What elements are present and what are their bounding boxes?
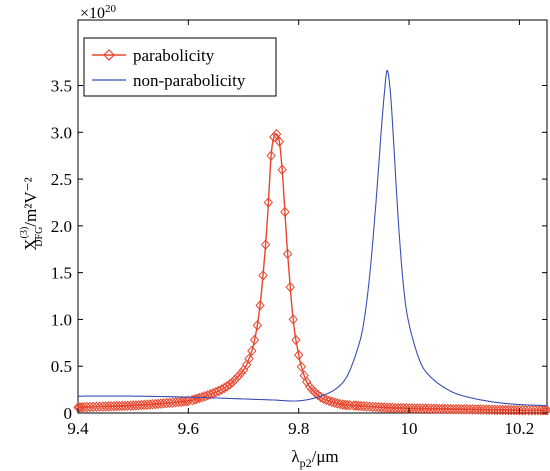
data-point — [271, 128, 282, 140]
data-point — [329, 397, 340, 408]
legend-label-non-parabolicity: non-parabolicity — [133, 71, 246, 90]
data-point — [274, 136, 285, 147]
data-point — [364, 401, 375, 412]
x-tick-label: 9.8 — [288, 419, 309, 438]
data-point — [197, 391, 207, 403]
data-point — [230, 374, 241, 385]
data-point — [520, 404, 531, 416]
data-point — [294, 349, 304, 361]
data-point — [244, 353, 254, 364]
data-point — [91, 401, 102, 413]
data-point — [194, 392, 205, 404]
series-line-non-parabolicity — [78, 69, 547, 407]
data-point — [536, 404, 546, 416]
y-tick-label: 3.0 — [51, 123, 72, 142]
data-point — [368, 401, 378, 413]
legend: parabolicity non-parabolicity — [83, 37, 277, 97]
ticks-layer: 9.4 9.6 9.8 10 10.2 0 0.5 1.0 1.5 2.0 2.5 3.0 3.5 — [51, 20, 547, 438]
data-point — [88, 401, 98, 413]
y-tick-label: 1.0 — [51, 310, 72, 329]
data-point — [318, 393, 329, 404]
data-point — [285, 281, 295, 293]
series-layer — [73, 69, 550, 416]
plot-frame — [77, 19, 548, 414]
data-point — [260, 239, 271, 250]
y-tick-label: 0 — [64, 404, 73, 423]
data-point — [327, 396, 337, 408]
x-tick-label: 10 — [401, 419, 418, 438]
data-point — [233, 371, 244, 382]
data-point — [359, 400, 369, 412]
data-point — [179, 396, 189, 407]
data-point — [219, 382, 229, 394]
data-point — [283, 248, 293, 260]
data-point — [249, 334, 260, 346]
data-point — [258, 270, 268, 281]
data-point — [74, 402, 85, 413]
data-point — [291, 334, 301, 346]
data-point — [263, 197, 274, 208]
data-point — [538, 404, 548, 416]
data-point — [540, 404, 550, 416]
data-point — [200, 391, 210, 402]
data-point — [356, 400, 366, 412]
series-line-parabolicity — [78, 133, 547, 411]
x-tick-label: 9.4 — [67, 419, 89, 438]
data-point — [324, 395, 334, 407]
y-tick-label: 3.5 — [51, 77, 72, 96]
data-point — [288, 314, 298, 325]
data-point — [190, 394, 200, 405]
data-point — [266, 150, 276, 161]
x-tick-label: 9.6 — [178, 419, 199, 438]
data-point — [345, 400, 355, 411]
legend-box — [83, 37, 277, 97]
x-tick-label: 10.2 — [505, 419, 535, 438]
data-point — [252, 320, 262, 331]
y-tick-label: 0.5 — [51, 357, 72, 376]
y-tick-label: 1.5 — [51, 264, 72, 283]
data-point — [527, 404, 537, 416]
data-point — [296, 361, 307, 373]
y-tick-label: 2.5 — [51, 170, 72, 189]
data-point — [342, 399, 352, 411]
data-point — [332, 398, 342, 409]
data-point — [85, 401, 95, 413]
data-point — [321, 394, 331, 406]
data-point — [523, 404, 534, 416]
axis-multiplier: ×1020 — [80, 3, 117, 22]
data-point — [280, 206, 290, 218]
data-point — [269, 131, 279, 143]
data-point — [236, 367, 246, 379]
data-point — [176, 396, 186, 407]
legend-marker-diamond — [103, 49, 115, 61]
data-point — [225, 379, 235, 390]
data-point — [247, 345, 257, 357]
x-axis-label: λp2/μm — [291, 447, 338, 470]
data-point — [255, 300, 265, 311]
data-point — [227, 376, 238, 388]
data-point — [277, 164, 287, 175]
data-point — [187, 394, 197, 406]
y-tick-label: 2.0 — [51, 217, 72, 236]
data-point — [361, 401, 372, 412]
legend-label-parabolicity: parabolicity — [133, 46, 215, 65]
y-axis-label: X(3) DFG/m²V⁻² — [19, 177, 45, 250]
data-point — [371, 401, 381, 413]
data-point — [222, 381, 232, 392]
